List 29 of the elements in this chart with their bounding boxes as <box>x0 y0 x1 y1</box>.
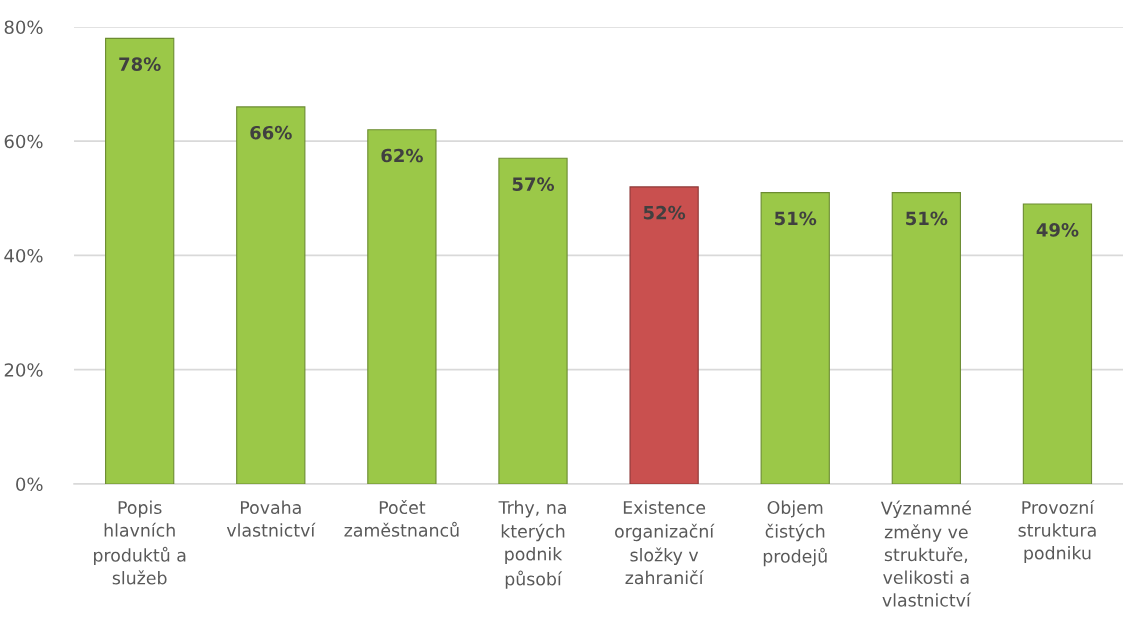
data-label: 78% <box>119 57 161 71</box>
data-label: 52% <box>643 205 686 220</box>
bar <box>1022 203 1093 484</box>
data-label: 51% <box>775 211 817 226</box>
data-label: 66% <box>250 125 292 140</box>
data-label: 57% <box>512 177 555 191</box>
bar <box>105 37 175 484</box>
bar <box>367 129 437 484</box>
x-tick-label: Existence organizační složky v zahraničí <box>615 500 715 585</box>
data-label: 62% <box>381 148 423 163</box>
y-tick-label: 20% <box>4 363 43 377</box>
x-tick-label: Objem čistých prodejů <box>763 500 827 567</box>
data-label: 51% <box>906 211 948 226</box>
y-tick-label: 60% <box>4 134 43 149</box>
y-tick-label: 0% <box>16 477 43 492</box>
x-tick-label: Trhy, na kterých podnik působí <box>498 500 566 589</box>
bar <box>891 192 961 484</box>
x-tick-label: Povaha vlastnictví <box>226 500 316 537</box>
data-label: 49% <box>1036 222 1079 237</box>
bar <box>760 192 830 484</box>
x-tick-label: Popis hlavních produktů a služeb <box>94 500 186 585</box>
x-tick-label: Významné změny ve struktuře, velikosti a vlastnictví <box>880 500 972 607</box>
x-tick-label: Počet zaměstnanců <box>344 499 459 537</box>
y-tick-label: 80% <box>4 20 43 35</box>
bar <box>236 106 306 484</box>
bar <box>498 157 568 484</box>
y-tick-label: 40% <box>4 248 43 263</box>
x-tick-label: Provozní struktura podniku <box>1018 499 1096 563</box>
bar <box>629 186 699 484</box>
